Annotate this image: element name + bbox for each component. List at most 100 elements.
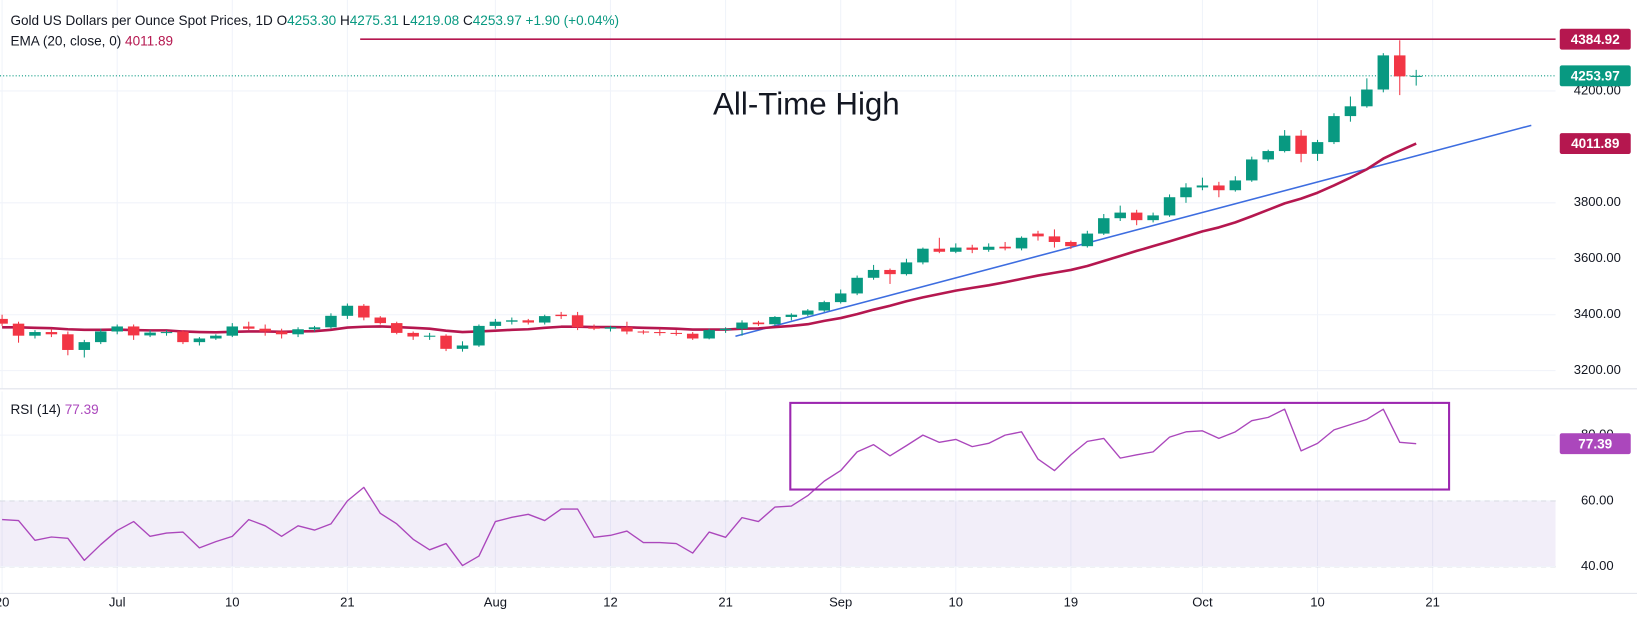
y-tick-label: 3400.00 xyxy=(1574,306,1621,321)
candle-body xyxy=(1344,106,1357,117)
ohlc-label: O xyxy=(277,12,288,27)
ohlc-label: L xyxy=(403,12,411,27)
candle-body xyxy=(1328,116,1340,143)
ohlc-label: C xyxy=(463,12,473,27)
candle-body xyxy=(769,316,781,325)
candle-body xyxy=(1361,89,1373,107)
x-tick-label: 10 xyxy=(949,595,964,610)
annotation: All-Time High xyxy=(713,87,900,122)
candle-body xyxy=(834,293,847,303)
candle-body xyxy=(1246,159,1258,181)
candle-body xyxy=(456,345,469,349)
x-tick-label: Jul xyxy=(109,595,126,610)
candle-body xyxy=(144,332,156,336)
candle-body xyxy=(489,321,502,326)
candle-body xyxy=(933,248,946,252)
candle-body xyxy=(522,320,535,323)
candle-body xyxy=(1130,212,1143,221)
candle-body xyxy=(571,315,584,328)
ema-label: 4011.89 xyxy=(1571,136,1620,151)
x-tick-label: 10 xyxy=(225,595,240,610)
candle-body xyxy=(1180,187,1192,198)
candle-body xyxy=(818,302,830,311)
candle-body xyxy=(45,332,58,335)
candle-body xyxy=(637,331,650,333)
candle-body xyxy=(900,262,913,275)
candle-body xyxy=(341,305,354,316)
y-tick-label: 3600.00 xyxy=(1574,250,1621,265)
rsi-box xyxy=(1559,433,1631,455)
candle-body xyxy=(226,326,239,336)
candle-body xyxy=(966,247,978,250)
high-box xyxy=(1559,28,1631,50)
candle-body xyxy=(1081,233,1094,247)
candle-body xyxy=(292,329,304,335)
candle-body xyxy=(999,246,1011,249)
candle-body xyxy=(111,326,123,332)
ema-name: EMA (20, close, 0) xyxy=(10,33,121,48)
candle-body xyxy=(390,323,403,333)
x-tick-label: Aug xyxy=(484,595,507,610)
y-tick-label: 40.00 xyxy=(1581,558,1614,573)
candle-body xyxy=(555,314,567,317)
candle-body xyxy=(358,305,370,318)
x-tick-label: 20 xyxy=(0,595,9,610)
candle-body xyxy=(62,334,74,350)
candle-body xyxy=(407,332,419,337)
rsi-band xyxy=(0,500,1556,567)
y-tick-label: 60.00 xyxy=(1581,492,1614,507)
y-tick-label: 3200.00 xyxy=(1574,362,1621,377)
ema-box xyxy=(1559,133,1631,154)
trendline xyxy=(735,124,1532,338)
candle-body xyxy=(308,327,321,330)
candle-body xyxy=(670,332,682,334)
high-label: 4384.92 xyxy=(1571,32,1620,47)
candle-body xyxy=(29,332,41,336)
candle-body xyxy=(1394,55,1406,77)
candle-body xyxy=(325,315,337,328)
candle-body xyxy=(473,325,485,346)
rsi-label: 77.39 xyxy=(1578,436,1612,451)
candle-body xyxy=(538,316,551,323)
candle-body xyxy=(917,248,929,263)
ohlc-value: 4253.97 xyxy=(473,12,522,27)
candle-body xyxy=(1278,135,1291,152)
candle-body xyxy=(736,322,748,329)
x-tick-label: Sep xyxy=(829,595,852,610)
candle-body xyxy=(982,246,995,250)
series-line xyxy=(2,408,1417,567)
x-tick-label: 10 xyxy=(1310,595,1325,610)
candle-body xyxy=(440,335,452,349)
candle-body xyxy=(1311,142,1324,154)
title: Gold US Dollars per Ounce Spot Prices, 1… xyxy=(10,12,273,27)
candle-body xyxy=(1147,215,1159,221)
candle-body xyxy=(1048,236,1061,242)
candle-body xyxy=(193,338,206,343)
candle-body xyxy=(210,335,222,339)
candle-body xyxy=(506,320,518,322)
candle-body xyxy=(785,314,798,317)
candle-body xyxy=(374,317,387,324)
candle-body xyxy=(1410,75,1422,77)
candle-body xyxy=(621,327,633,332)
candle-body xyxy=(950,247,962,252)
x-tick-label: 12 xyxy=(603,595,618,610)
candle-body xyxy=(1229,180,1242,191)
rsi-value: 77.39 xyxy=(65,402,99,417)
ohlc-value: 4219.08 xyxy=(410,12,459,27)
candle-body xyxy=(1163,197,1176,216)
candle-body xyxy=(703,330,715,339)
candle-body xyxy=(160,332,173,334)
x-tick-label: 21 xyxy=(718,595,733,610)
candle-body xyxy=(588,327,600,329)
x-tick-label: Oct xyxy=(1192,595,1213,610)
candle-body xyxy=(752,322,765,325)
candle-body xyxy=(78,342,91,350)
candle-body xyxy=(95,331,107,343)
candle-body xyxy=(867,269,880,278)
ema-legend: EMA (20, close, 0) 4011.89 xyxy=(10,33,173,48)
candle-body xyxy=(1196,185,1209,188)
